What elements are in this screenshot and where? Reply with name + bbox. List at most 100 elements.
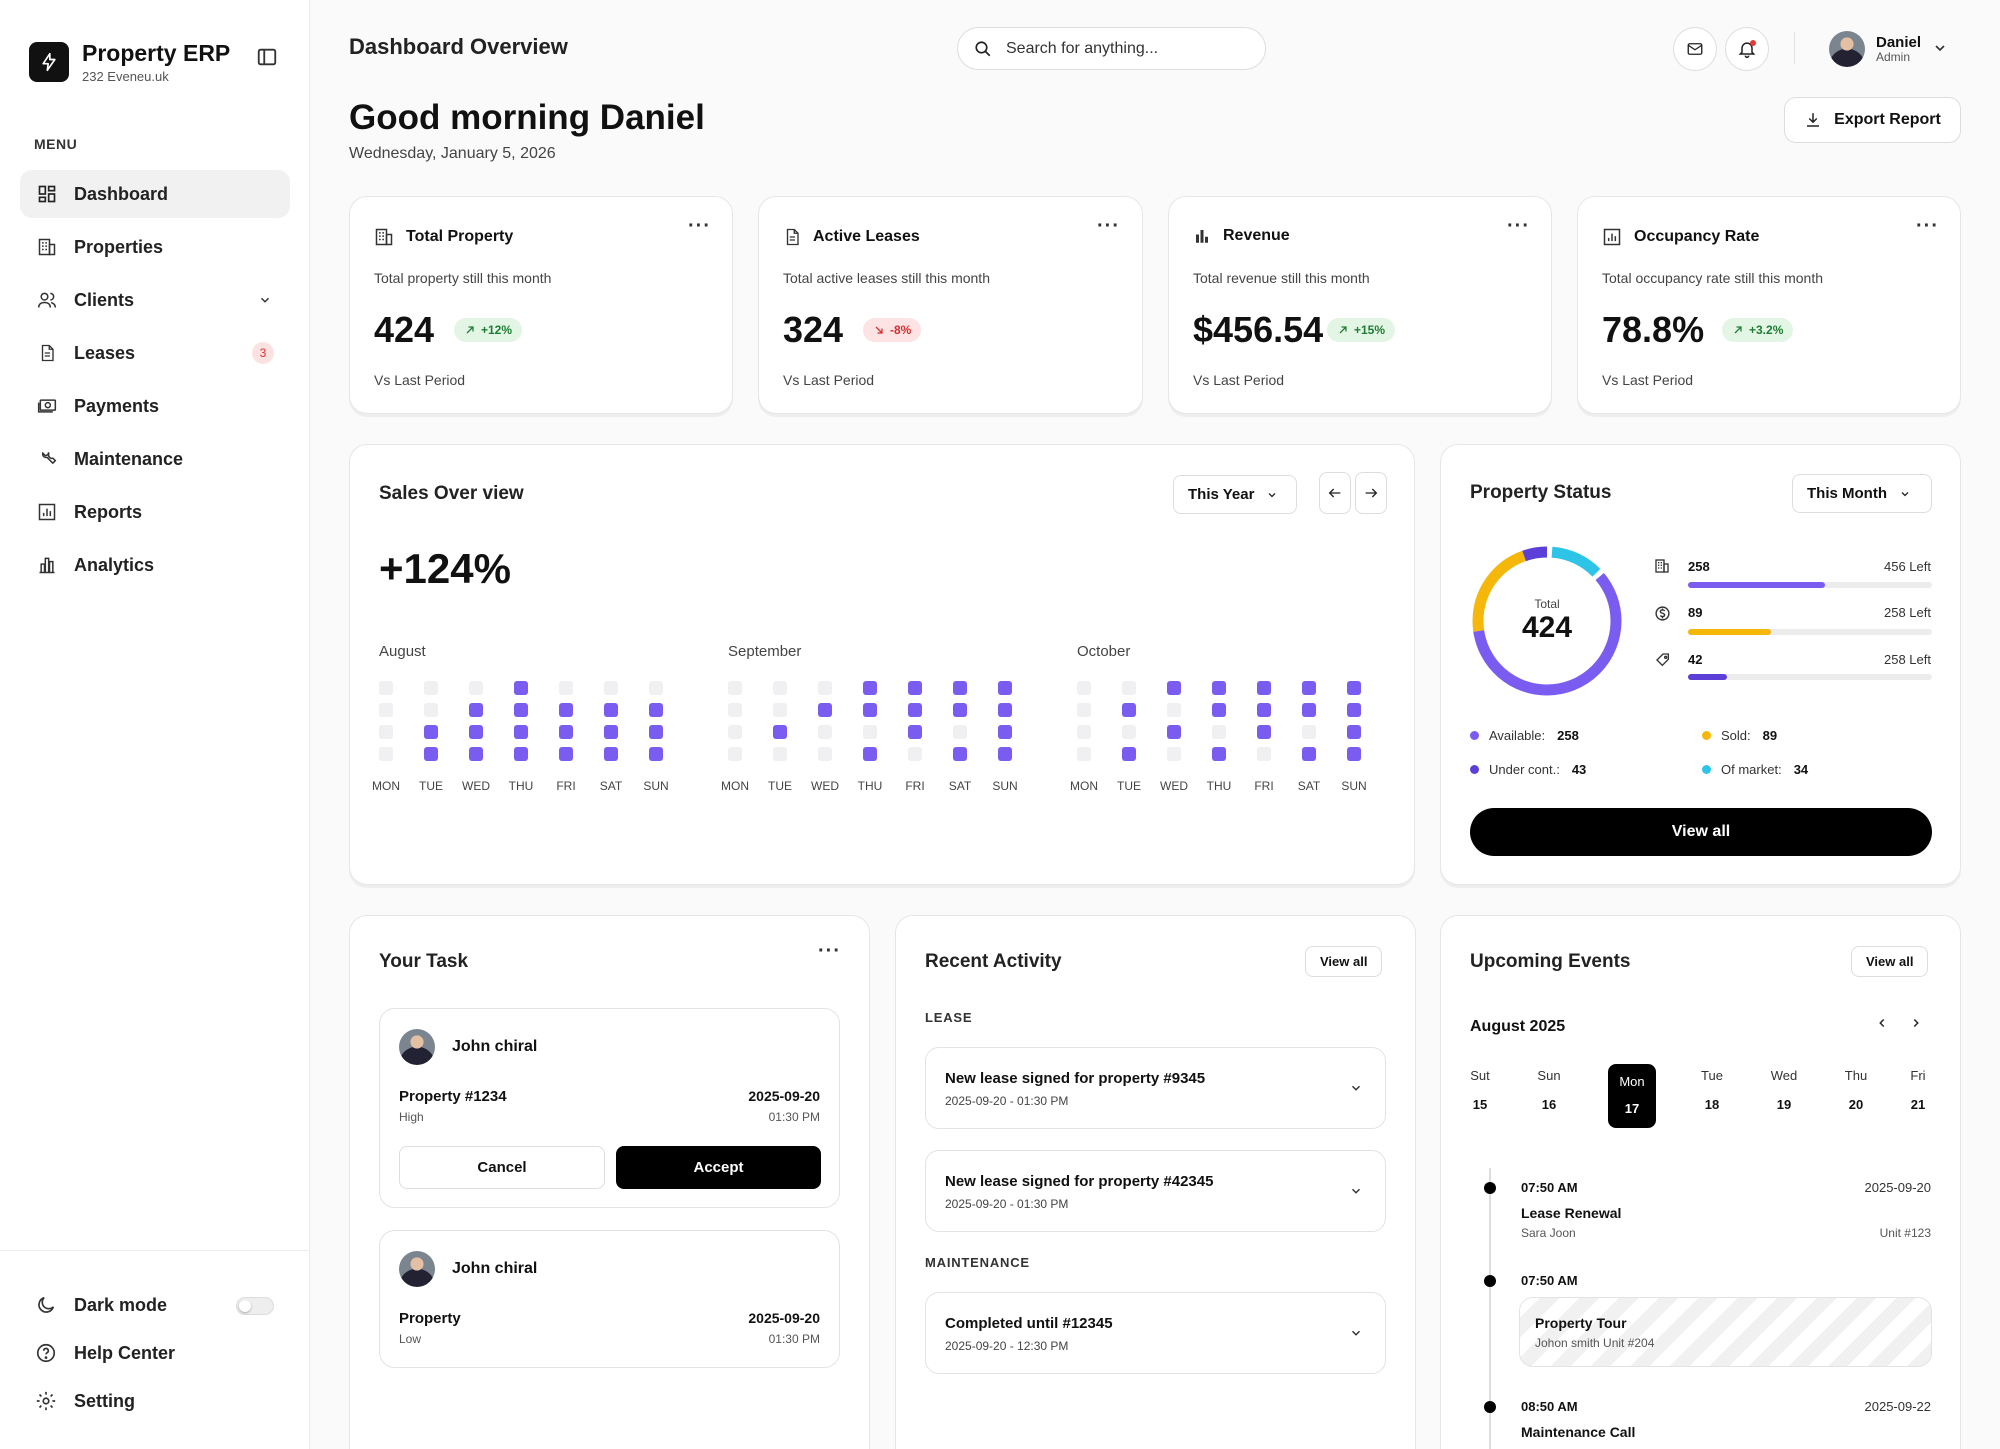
sidebar-item-dashboard[interactable]: Dashboard [20, 170, 290, 218]
sidebar-item-clients[interactable]: Clients [20, 276, 290, 324]
chevron-down-icon[interactable] [1349, 1081, 1363, 1100]
more-icon[interactable]: ··· [1507, 215, 1530, 237]
setting-item[interactable]: Setting [0, 1377, 309, 1425]
calendar-month: August 2025 [1470, 1018, 1566, 1035]
avatar[interactable] [1829, 31, 1865, 67]
property-status-view-all-button[interactable]: View all [1470, 808, 1932, 856]
event-time: 08:50 AM [1521, 1399, 1578, 1414]
task-item[interactable]: John chiral Property #1234 High 2025-09-… [379, 1008, 840, 1208]
heatmap-day-label: WED [811, 779, 839, 793]
sidebar-item-properties[interactable]: Properties [20, 223, 290, 271]
brand-title: Property ERP [82, 40, 231, 66]
heatmap-cell [559, 681, 573, 695]
chevron-down-icon[interactable] [258, 291, 272, 312]
export-report-button[interactable]: Export Report [1784, 97, 1961, 143]
heatmap-cell [953, 747, 967, 761]
calendar-day[interactable]: Thu 20 [1844, 1068, 1868, 1112]
calendar-day[interactable]: Fri 21 [1910, 1068, 1926, 1112]
chevron-left-icon[interactable] [1875, 1016, 1889, 1035]
sidebar-toggle-icon[interactable] [256, 46, 278, 73]
task-assignee: John chiral [452, 1260, 538, 1277]
calendar-day[interactable]: Wed 19 [1770, 1068, 1798, 1112]
heatmap-cell [469, 725, 483, 739]
greeting: Good morning Daniel [349, 98, 705, 137]
more-icon[interactable]: ··· [1916, 215, 1939, 237]
sales-growth-value: +124% [379, 545, 511, 592]
activity-item[interactable]: New lease signed for property #42345 202… [925, 1150, 1386, 1232]
chevron-down-icon[interactable] [1932, 40, 1948, 61]
task-property: Property #1234 [399, 1088, 507, 1105]
events-view-all-button[interactable]: View all [1851, 946, 1929, 977]
status-bar-track [1688, 582, 1932, 588]
property-status-title: Property Status [1470, 482, 1612, 503]
arrow-up-right-icon [1734, 326, 1742, 334]
chevron-right-icon[interactable] [1909, 1016, 1923, 1035]
activity-item-time: 2025-09-20 - 01:30 PM [945, 1094, 1069, 1108]
stat-value: 424 [374, 309, 435, 350]
report-icon [36, 501, 58, 523]
bell-icon [1738, 42, 1756, 59]
heatmap-cell [998, 747, 1012, 761]
heatmap-cell [953, 703, 967, 717]
heatmap-cell [1212, 703, 1226, 717]
sidebar-item-analytics[interactable]: Analytics [20, 541, 290, 589]
search-input[interactable]: Search for anything... [957, 27, 1266, 70]
heatmap-cell [559, 725, 573, 739]
heatmap-cell [514, 681, 528, 695]
heatmap-cell [379, 703, 393, 717]
more-icon[interactable]: ··· [688, 215, 711, 237]
activity-item[interactable]: New lease signed for property #9345 2025… [925, 1047, 1386, 1129]
sidebar-item-maintenance[interactable]: Maintenance [20, 435, 290, 483]
heatmap-cell [1077, 681, 1091, 695]
search-placeholder: Search for anything... [1006, 39, 1159, 57]
heatmap-cell [1122, 681, 1136, 695]
help-center-item[interactable]: Help Center [0, 1329, 309, 1377]
mail-button[interactable] [1673, 27, 1717, 71]
heatmap-cell [1347, 725, 1361, 739]
bar-chart-icon [36, 554, 58, 576]
sidebar-item-leases[interactable]: Leases 3 [20, 329, 290, 377]
heatmap-day-label: SAT [1297, 779, 1321, 793]
task-item[interactable]: John chiral Property Low 2025-09-20 01:3… [379, 1230, 840, 1368]
event-card[interactable]: Property Tour Johon smith Unit #204 [1519, 1297, 1932, 1367]
calendar-day-selected[interactable]: Mon 17 [1608, 1064, 1656, 1128]
heatmap-cell [1302, 747, 1316, 761]
heatmap-cell [469, 703, 483, 717]
stat-footer: Vs Last Period [374, 372, 466, 388]
status-bar-value: 258 [1688, 559, 1710, 574]
heatmap-day-label: THU [1206, 779, 1232, 793]
calendar-day[interactable]: Tue 18 [1701, 1068, 1723, 1112]
more-icon[interactable]: ··· [1097, 215, 1120, 237]
accept-button[interactable]: Accept [616, 1146, 821, 1189]
sidebar-item-reports[interactable]: Reports [20, 488, 290, 536]
event-title[interactable]: Lease Renewal [1521, 1205, 1622, 1221]
calendar-day[interactable]: Sun 16 [1537, 1068, 1561, 1112]
stat-card-active-leases: Active Leases ··· Total active leases st… [758, 196, 1143, 414]
event-title[interactable]: Maintenance Call [1521, 1424, 1636, 1440]
activity-item[interactable]: Completed until #12345 2025-09-20 - 12:3… [925, 1292, 1386, 1374]
chevron-down-icon[interactable] [1349, 1326, 1363, 1345]
task-date: 2025-09-20 [748, 1310, 820, 1326]
cancel-button[interactable]: Cancel [399, 1146, 605, 1189]
next-button[interactable] [1355, 472, 1387, 514]
heatmap-cell [773, 725, 787, 739]
prev-button[interactable] [1319, 472, 1351, 514]
stat-footer: Vs Last Period [783, 372, 875, 388]
activity-view-all-button[interactable]: View all [1305, 946, 1383, 977]
calendar-day[interactable]: Sut 15 [1470, 1068, 1490, 1112]
dark-mode-item[interactable]: Dark mode [0, 1281, 309, 1329]
property-status-period-select[interactable]: This Month [1792, 474, 1932, 513]
brand[interactable]: Property ERP 232 Eveneu.uk [29, 40, 230, 84]
dark-mode-label: Dark mode [74, 1294, 168, 1315]
sidebar-item-payments[interactable]: Payments [20, 382, 290, 430]
heatmap-cell [1167, 725, 1181, 739]
dark-mode-toggle[interactable] [236, 1297, 274, 1315]
heatmap-cell [908, 681, 922, 695]
heatmap-cell [998, 681, 1012, 695]
user-name[interactable]: Daniel [1876, 34, 1922, 51]
sales-period-select[interactable]: This Year [1173, 475, 1297, 514]
more-icon[interactable]: ··· [818, 940, 841, 962]
current-date: Wednesday, January 5, 2026 [349, 145, 556, 162]
notification-button[interactable] [1725, 27, 1769, 71]
chevron-down-icon[interactable] [1349, 1184, 1363, 1203]
